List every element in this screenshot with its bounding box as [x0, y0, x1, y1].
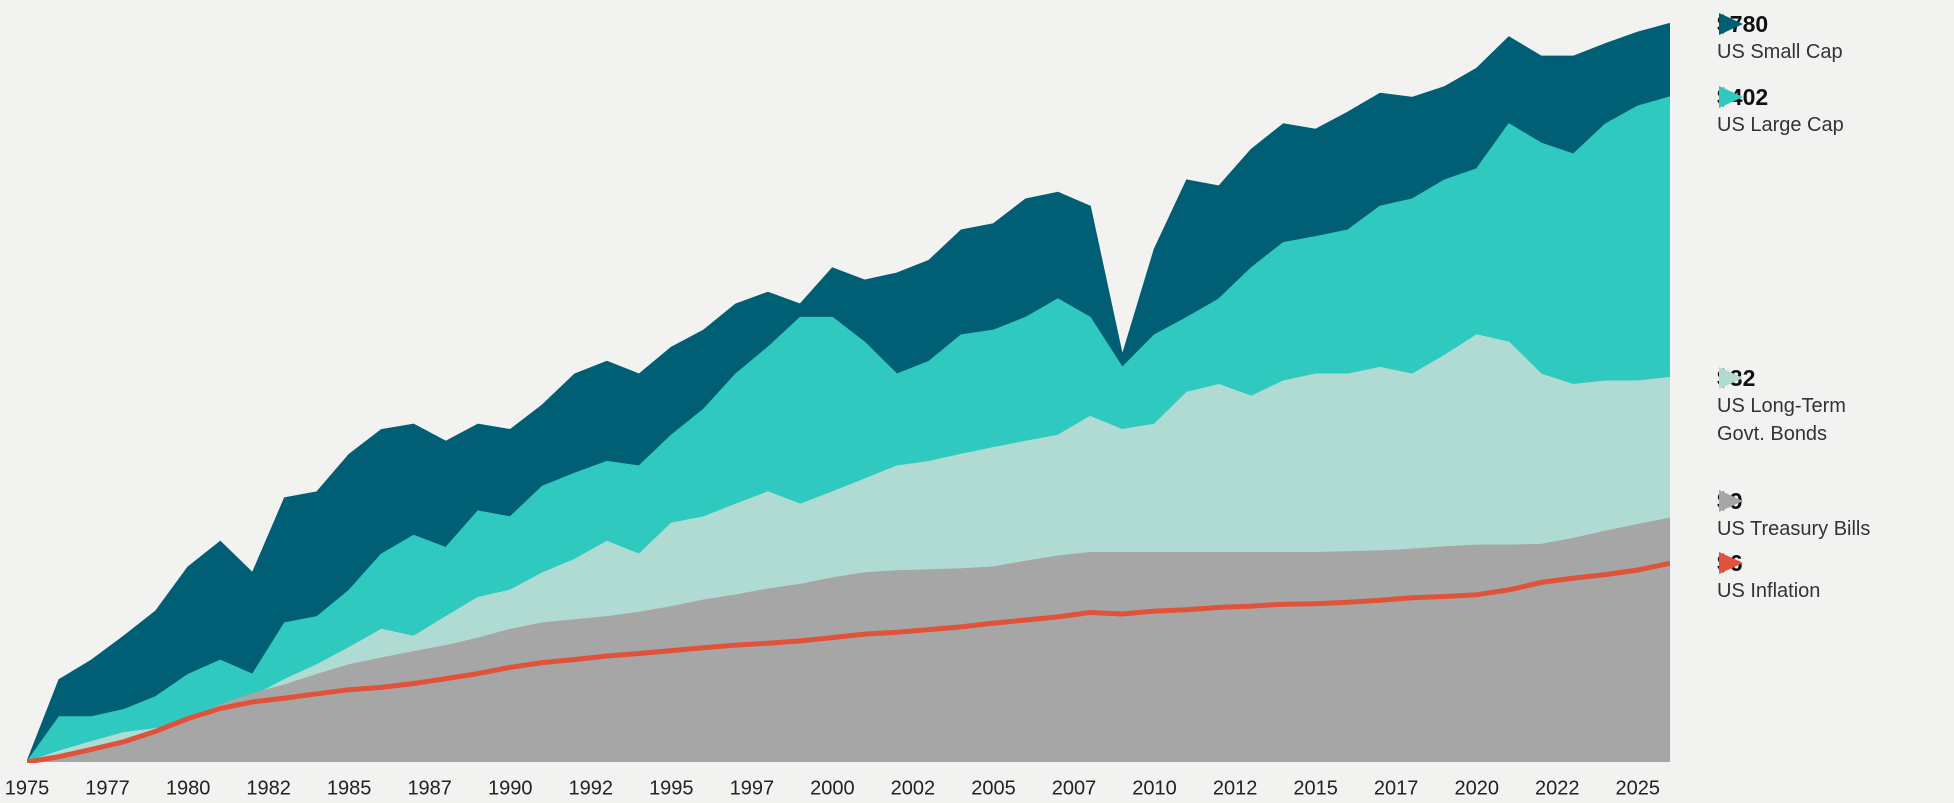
x-tick-label: 2010 — [1132, 777, 1177, 799]
x-tick-label: 1997 — [730, 777, 775, 799]
x-tick-label: 2017 — [1374, 777, 1419, 799]
x-tick-label: 2012 — [1213, 777, 1258, 799]
legend-marker-shape — [1719, 12, 1743, 35]
legend-label: US Treasury Bills — [1717, 518, 1871, 541]
x-tick-label: 2025 — [1616, 777, 1661, 799]
x-tick-label: 2005 — [971, 777, 1016, 799]
x-tick-label: 1977 — [85, 777, 130, 799]
legend-marker-shape — [1719, 366, 1743, 389]
x-tick-label: 1982 — [246, 777, 291, 799]
x-tick-label: 2007 — [1052, 777, 1097, 799]
area-fill — [27, 518, 1670, 762]
x-tick-label: 2002 — [891, 777, 936, 799]
legend-marker-shape — [1719, 490, 1743, 513]
legend-label: US Inflation — [1717, 580, 1821, 603]
legend-label: US Small Cap — [1717, 40, 1843, 63]
x-tick-label: 2022 — [1535, 777, 1580, 799]
area-edge — [27, 22, 1670, 763]
x-tick-label: 2015 — [1293, 777, 1338, 799]
x-tick-label: 1987 — [407, 777, 452, 799]
x-tick-label: 1980 — [166, 777, 211, 799]
line — [27, 560, 1670, 763]
x-tick-label: 1975 — [5, 777, 50, 799]
area-edge — [27, 96, 1670, 763]
legend-marker — [1719, 86, 1743, 109]
legend-marker — [1719, 490, 1743, 513]
legend-marker — [1719, 552, 1743, 575]
x-tick-label: 2000 — [810, 777, 855, 799]
plot-area — [27, 22, 1670, 763]
legend-entry: $780US Small Cap — [1717, 10, 1947, 66]
legend-entry: $6US Inflation — [1717, 549, 1947, 605]
area-edge — [27, 517, 1670, 763]
legend-entry: $9US Treasury Bills — [1717, 487, 1947, 543]
x-tick-label: 1992 — [569, 777, 614, 799]
legend-marker — [1719, 12, 1743, 35]
x-tick-label: 1985 — [327, 777, 372, 799]
x-tick-label: 1990 — [488, 777, 533, 799]
legend-marker-shape — [1719, 86, 1743, 109]
x-tick-label: 1995 — [649, 777, 694, 799]
legend-entry: $32US Long-Term Govt. Bonds — [1717, 364, 1947, 448]
legend-marker — [1719, 366, 1743, 389]
legend-label: US Long-Term Govt. Bonds — [1717, 394, 1846, 445]
legend-entry: $402US Large Cap — [1717, 83, 1947, 139]
area-edge — [27, 334, 1670, 763]
legend-label: US Large Cap — [1717, 114, 1844, 137]
legend-marker-shape — [1719, 552, 1743, 575]
x-tick-label: 2020 — [1454, 777, 1499, 799]
